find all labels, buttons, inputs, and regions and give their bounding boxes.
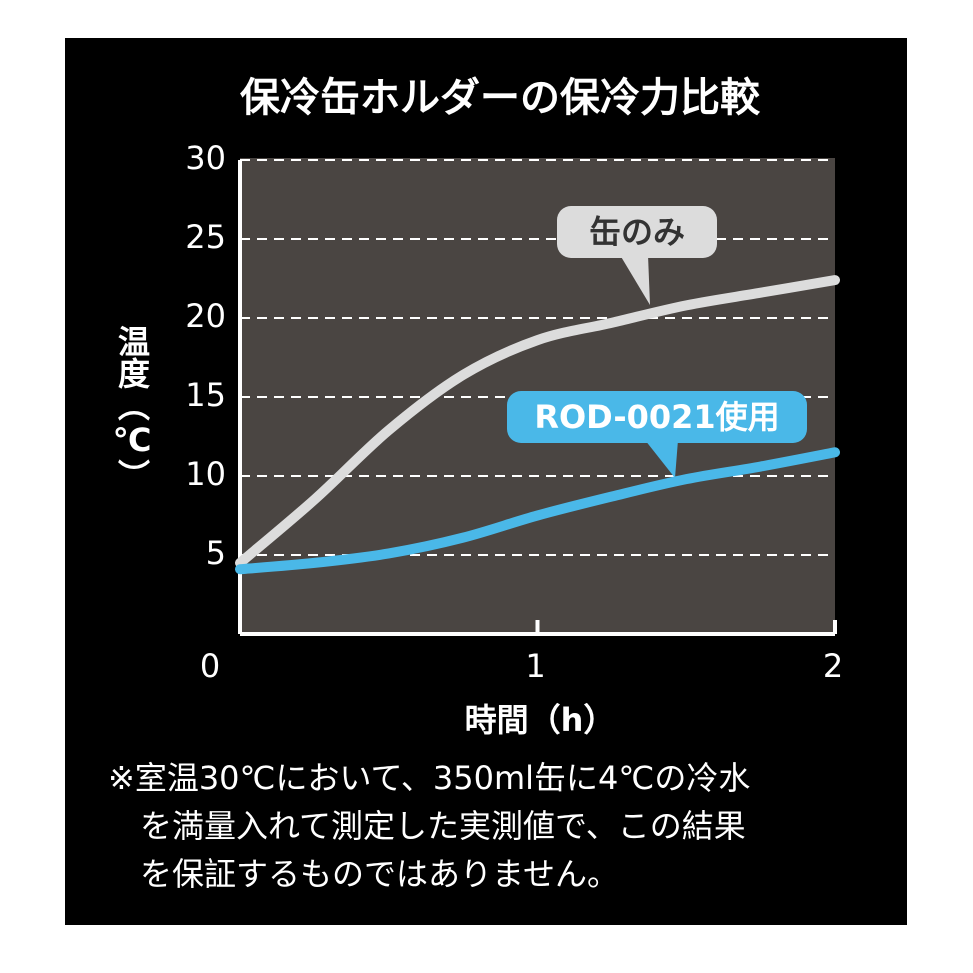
chart-title: 保冷缶ホルダーの保冷力比較 [240, 75, 761, 121]
y-tick-label: 10 [185, 455, 226, 493]
legend-label: ROD-0021使用 [534, 398, 779, 436]
x-tick-label: 1 [525, 647, 545, 685]
y-tick-label: 5 [206, 534, 226, 572]
y-tick-label: 15 [185, 376, 226, 414]
legend-pointer [645, 440, 678, 478]
footnote: を満量入れて測定した実測値で、この結果 [140, 807, 746, 845]
legend-pointer [620, 255, 650, 305]
series-line [235, 447, 840, 575]
footnote: ※室温30℃において、350ml缶に4℃の冷水 [108, 759, 750, 797]
x-axis-label: 時間（h） [465, 701, 616, 739]
footnote: を保証するものではありません。 [140, 855, 619, 893]
series-line [235, 275, 840, 568]
y-tick-label: 25 [185, 218, 226, 256]
y-tick-label: 20 [185, 297, 226, 335]
legend-label: 缶のみ [589, 213, 685, 251]
y-axis-label: 温度（℃） [113, 325, 151, 491]
y-tick-label: 30 [185, 139, 226, 177]
legend-swatch [507, 391, 807, 443]
x-tick-label: 0 [200, 647, 220, 685]
x-tick-label: 2 [823, 647, 843, 685]
legend-swatch [557, 206, 717, 258]
